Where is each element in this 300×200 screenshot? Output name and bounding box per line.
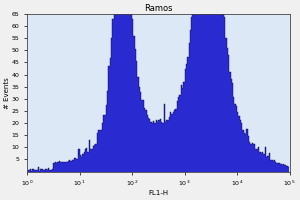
Y-axis label: # Events: # Events xyxy=(4,77,10,109)
X-axis label: FL1-H: FL1-H xyxy=(148,190,168,196)
Title: Ramos: Ramos xyxy=(144,4,172,13)
